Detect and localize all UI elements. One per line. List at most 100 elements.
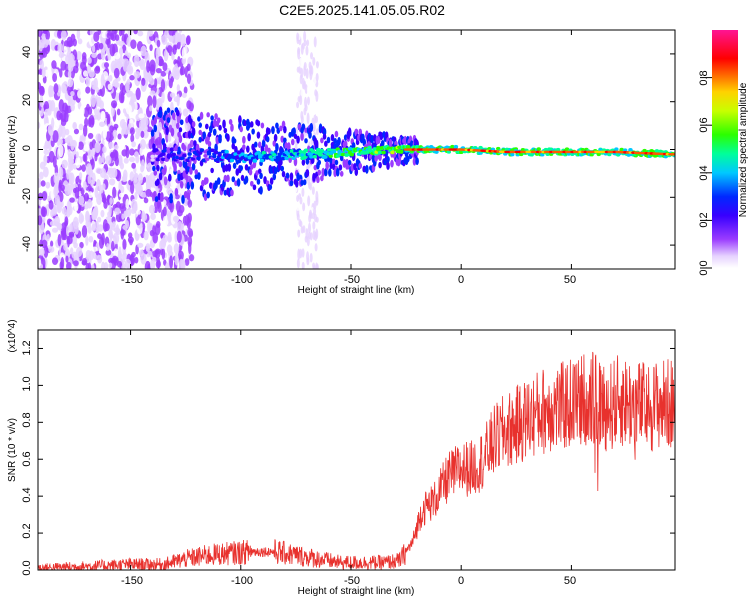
spectrogram-cell xyxy=(301,77,305,90)
spectrogram-cell xyxy=(299,57,303,68)
spectrogram-cell xyxy=(319,148,325,153)
spectrogram-cell xyxy=(197,116,201,122)
spectrogram-cell xyxy=(103,200,108,209)
spectrogram-cell xyxy=(118,192,125,198)
spectrogram-cell xyxy=(85,249,92,259)
spectrogram-cell xyxy=(85,75,91,87)
spectrogram-cell xyxy=(654,149,660,153)
spectrogram-cell xyxy=(277,152,282,157)
spectrogram-cell xyxy=(347,127,352,137)
spectrogram-xtick-label: -100 xyxy=(231,274,253,286)
spectrogram-cell xyxy=(339,170,344,177)
spectrogram-cell xyxy=(125,104,132,115)
spectrogram-cell xyxy=(38,121,41,130)
spectrogram-cell xyxy=(306,236,310,247)
spectrogram-cell xyxy=(261,139,266,148)
spectrogram-cell xyxy=(145,188,152,197)
spectrogram-cell xyxy=(185,131,189,139)
spectrogram-cell xyxy=(150,158,155,162)
spectrogram-cell xyxy=(94,153,98,162)
spectrogram-cell xyxy=(160,79,166,93)
spectrogram-cell xyxy=(146,126,153,133)
spectrogram-cell xyxy=(328,168,332,177)
spectrogram-cell xyxy=(114,52,121,60)
spectrogram-cell xyxy=(186,192,191,201)
spectrogram-cell xyxy=(128,90,134,97)
spectrogram-cell xyxy=(260,145,265,153)
spectrogram-cell xyxy=(166,117,171,124)
spectrogram-cell xyxy=(386,156,390,163)
spectrogram-cell xyxy=(283,125,287,134)
spectrogram-cell xyxy=(331,158,336,166)
spectrogram-cell xyxy=(144,117,149,127)
spectrogram-cell xyxy=(56,200,63,214)
spectrogram-cell xyxy=(47,108,52,116)
spectrogram-cell xyxy=(118,30,123,37)
spectrogram-cell xyxy=(309,252,313,263)
spectrogram-cell xyxy=(305,169,310,176)
spectrogram-cell xyxy=(91,172,96,185)
spectrogram-cell xyxy=(190,156,196,161)
spectrogram-cell xyxy=(60,184,65,192)
spectrogram-cell xyxy=(150,129,155,137)
spectrogram-cell xyxy=(332,150,337,154)
spectrogram-cell xyxy=(109,125,114,133)
spectrogram-cell xyxy=(162,206,167,217)
spectrogram-cell xyxy=(315,61,319,69)
spectrogram-cell xyxy=(158,172,163,181)
spectrogram-cell xyxy=(293,149,298,154)
spectrogram-cell xyxy=(306,85,310,95)
spectrogram-cell xyxy=(145,243,151,252)
spectrogram-cell xyxy=(126,52,132,59)
spectrogram-cell xyxy=(320,137,324,144)
spectrogram-cell xyxy=(122,121,128,131)
spectrogram-cell xyxy=(86,64,92,74)
spectrogram-cell xyxy=(105,131,112,142)
spectrogram-cell xyxy=(82,70,88,77)
spectrogram-cell xyxy=(279,158,283,166)
spectrogram-cell xyxy=(133,71,141,79)
spectrogram-cell xyxy=(365,164,369,174)
spectrogram-cell xyxy=(325,161,329,171)
spectrogram-cell xyxy=(302,155,307,160)
spectrogram-cell xyxy=(101,261,106,269)
spectrogram-cell xyxy=(43,149,50,155)
spectrogram-cell xyxy=(312,154,318,159)
spectrogram-cell xyxy=(330,134,335,142)
spectrogram-cell xyxy=(186,217,191,230)
colorbar-tick-label: 0.6 xyxy=(698,117,710,132)
spectrogram-cell xyxy=(412,157,417,166)
spectrogram-cell xyxy=(388,138,393,148)
snr-ytick-label: 0.2 xyxy=(21,523,33,538)
spectrogram-cell xyxy=(112,102,117,109)
spectrogram-cell xyxy=(317,169,322,176)
spectrogram-cell xyxy=(43,166,49,178)
spectrogram-cell xyxy=(130,182,135,195)
spectrogram-cell xyxy=(173,215,180,223)
spectrogram-cell xyxy=(184,258,190,266)
spectrogram-cell xyxy=(622,148,628,152)
spectrogram-cell xyxy=(60,257,65,269)
spectrogram-cell xyxy=(302,179,307,186)
spectrogram-cell xyxy=(247,133,251,142)
spectrogram-ylabel: Frequency (Hz) xyxy=(7,116,18,185)
spectrogram-cell xyxy=(77,141,84,151)
spectrogram-cell xyxy=(45,30,51,41)
spectrogram-cell xyxy=(48,85,54,97)
spectrogram-cell xyxy=(61,159,68,169)
spectrogram-cell xyxy=(229,158,235,163)
spectrogram-cell xyxy=(210,115,214,121)
spectrogram-cell xyxy=(171,112,176,120)
spectrogram-cell xyxy=(82,180,87,191)
spectrogram-cell xyxy=(315,128,319,136)
spectrogram-cell xyxy=(296,32,300,42)
spectrogram-cell xyxy=(132,85,138,91)
spectrogram-cell xyxy=(153,190,157,199)
spectrogram-cell xyxy=(189,166,193,175)
spectrogram-cell xyxy=(76,50,82,61)
spectrogram-cell xyxy=(93,31,100,43)
snr-xtick-label: -100 xyxy=(231,575,253,587)
spectrogram-cell xyxy=(46,233,50,242)
spectrogram-cell xyxy=(160,157,166,162)
spectrogram-cell xyxy=(172,44,177,55)
